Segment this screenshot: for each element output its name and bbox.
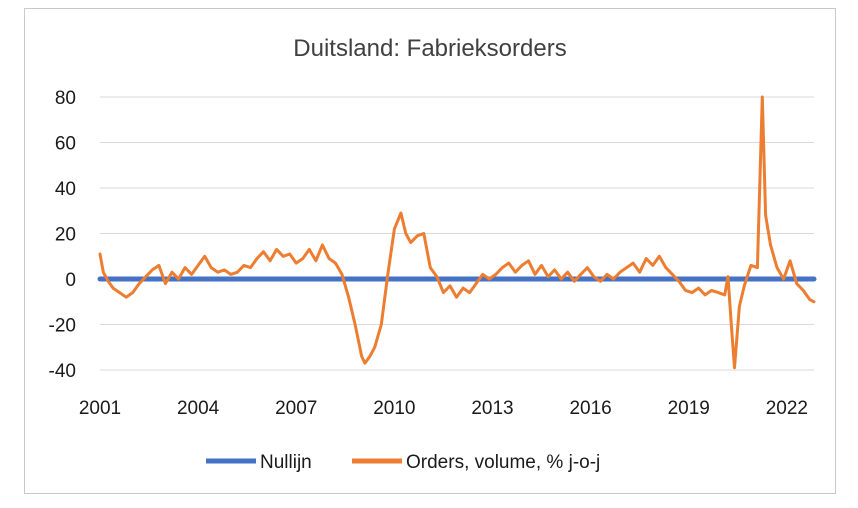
gridlines — [100, 96, 814, 371]
legend-label-nullijn: Nullijn — [260, 452, 312, 473]
y-axis-ticks: 80 60 40 20 0 -20 -40 — [49, 88, 76, 382]
x-tick-label: 2001 — [79, 398, 121, 419]
series-lines — [97, 95, 817, 370]
y-tick-label: 20 — [55, 225, 76, 246]
series-line-orders — [98, 95, 816, 370]
x-tick-label: 2019 — [668, 398, 710, 419]
y-tick-label: 80 — [55, 88, 76, 109]
x-tick-label: 2007 — [275, 398, 317, 419]
x-tick-label: 2004 — [177, 398, 220, 419]
x-tick-label: 2010 — [373, 398, 415, 419]
legend-label-orders: Orders, volume, % j-o-j — [406, 452, 600, 473]
y-tick-label: -20 — [49, 316, 76, 337]
x-tick-label: 2016 — [569, 398, 611, 419]
chart-frame — [24, 8, 836, 494]
x-tick-label: 2022 — [766, 398, 808, 419]
y-tick-label: 0 — [65, 270, 76, 291]
x-tick-label: 2013 — [471, 398, 513, 419]
x-axis-ticks: 2001 2004 2007 2010 2013 2016 2019 2022 — [79, 398, 808, 419]
legend: Nullijn Orders, volume, % j-o-j — [206, 452, 600, 473]
y-tick-label: 40 — [55, 179, 76, 200]
chart-title: Duitsland: Fabrieksorders — [293, 35, 566, 62]
y-tick-label: 60 — [55, 134, 76, 155]
y-tick-label: -40 — [49, 361, 76, 382]
